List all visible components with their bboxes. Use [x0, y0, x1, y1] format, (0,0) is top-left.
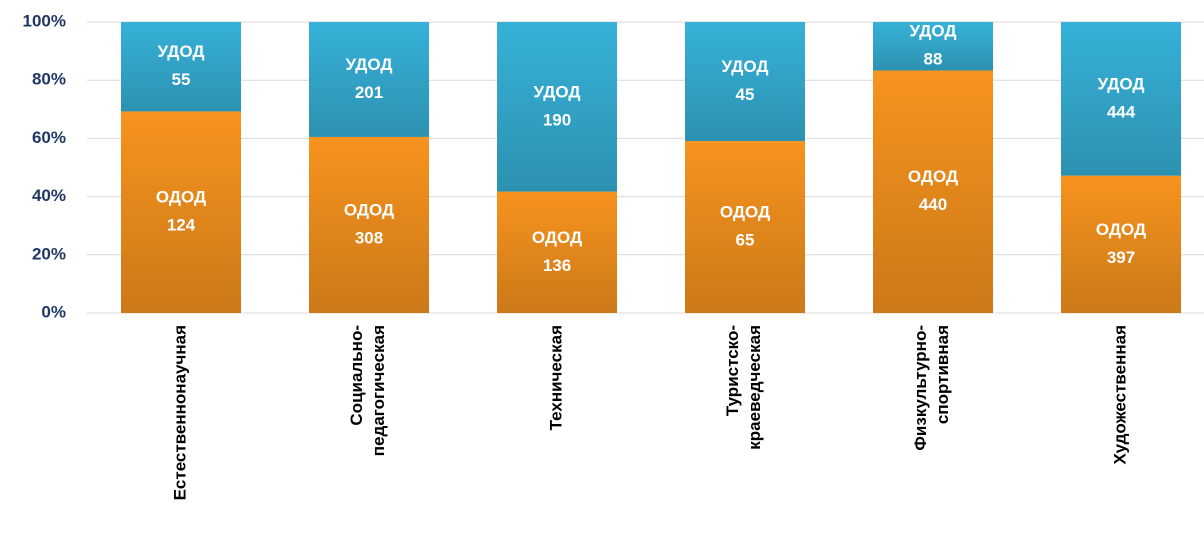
bar-shade [309, 22, 429, 137]
data-label: 397 [1107, 248, 1135, 267]
segment-series-label: УДОД [910, 22, 957, 41]
y-tick-label: 40% [32, 186, 66, 205]
bar-shade [1061, 175, 1181, 313]
data-label: 45 [736, 85, 755, 104]
segment-series-label: ОДОД [1096, 220, 1146, 239]
x-tick-label-line: Социально- [347, 325, 366, 426]
data-label: 308 [355, 228, 383, 247]
segment-series-label: УДОД [158, 42, 205, 61]
x-tick-label: Естественнонаучная [170, 325, 189, 500]
data-label: 136 [543, 256, 571, 275]
segment-series-label: УДОД [1098, 74, 1145, 93]
bar-shade [685, 141, 805, 313]
x-tick-label-line: спортивная [933, 325, 952, 424]
bar-shade [685, 22, 805, 142]
data-label: 201 [355, 83, 383, 102]
segment-series-label: ОДОД [720, 203, 770, 222]
y-tick-label: 80% [32, 70, 66, 89]
bar-shade [497, 191, 617, 313]
bar-shade [873, 70, 993, 313]
y-tick-label: 60% [32, 128, 66, 147]
x-tick-label: Туристско-краеведческая [723, 325, 764, 450]
bar-shade [309, 136, 429, 313]
data-label: 444 [1107, 102, 1136, 121]
bar-shade [121, 111, 241, 313]
x-tick-label: Художественная [1110, 325, 1129, 465]
bar-shade [1061, 22, 1181, 176]
segment-series-label: ОДОД [908, 167, 958, 186]
data-label: 88 [924, 50, 943, 69]
x-tick-label: Физкультурно-спортивная [911, 325, 952, 451]
x-tick-label-line: Туристско- [723, 325, 742, 416]
segment-series-label: ОДОД [344, 200, 394, 219]
data-label: 440 [919, 195, 947, 214]
segment-series-label: ОДОД [532, 228, 582, 247]
bar-shade [497, 22, 617, 192]
data-label: 124 [167, 216, 196, 235]
data-label: 190 [543, 110, 571, 129]
segment-series-label: ОДОД [156, 188, 206, 207]
x-tick-label-line: краеведческая [745, 325, 764, 450]
x-tick-label-line: Физкультурно- [911, 325, 930, 451]
bar-shade [121, 22, 241, 112]
x-tick-label-line: педагогическая [369, 325, 388, 456]
y-tick-label: 100% [23, 11, 66, 30]
y-tick-label: 20% [32, 244, 66, 263]
bar-shade [873, 22, 993, 71]
x-tick-label: Социально-педагогическая [347, 325, 388, 456]
data-label: 65 [736, 231, 755, 250]
segment-series-label: УДОД [346, 55, 393, 74]
y-tick-label: 0% [41, 302, 66, 321]
data-label: 55 [172, 70, 191, 89]
segment-series-label: УДОД [722, 57, 769, 76]
x-tick-label: Техническая [546, 325, 565, 430]
segment-series-label: УДОД [534, 82, 581, 101]
